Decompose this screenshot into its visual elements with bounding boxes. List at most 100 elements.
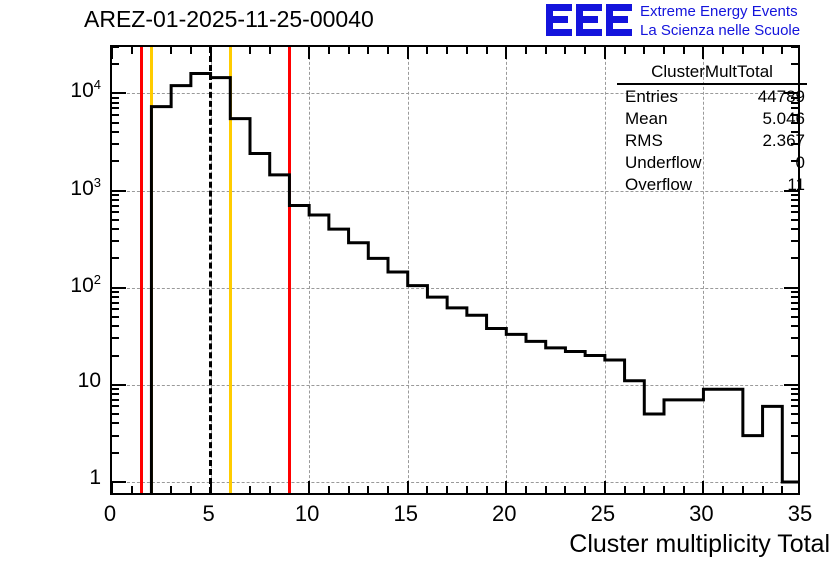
- y-tick: [112, 257, 119, 260]
- x-tick: [112, 47, 113, 59]
- y-tick: [112, 92, 126, 95]
- y-tick: [112, 451, 119, 454]
- y-tick: [112, 101, 119, 104]
- y-tick: [791, 96, 798, 99]
- y-tick: [112, 308, 119, 311]
- x-tick: [268, 47, 271, 54]
- x-tick: [189, 486, 192, 493]
- y-tick: [784, 383, 798, 386]
- y-tick: [112, 131, 119, 133]
- y-tick: [791, 422, 798, 425]
- x-tick: [130, 486, 133, 493]
- x-tick: [525, 47, 527, 54]
- y-tick: [112, 413, 119, 416]
- x-tick: [170, 486, 173, 493]
- y-tick: [784, 286, 798, 289]
- y-tick: [112, 354, 119, 357]
- stats-row-value: 44789: [757, 87, 805, 106]
- x-tick: [682, 486, 685, 493]
- y-tick: [791, 113, 798, 116]
- y-tick: [112, 383, 126, 386]
- x-tick: [426, 486, 429, 493]
- y-tick: [112, 422, 119, 425]
- marker-line-mean-line: [209, 47, 213, 493]
- y-tick: [112, 193, 119, 196]
- y-tick: [791, 398, 798, 401]
- x-tick: [446, 47, 449, 54]
- y-tick: [791, 240, 798, 243]
- y-tick: [791, 413, 798, 416]
- x-tick-label: 25: [590, 501, 616, 526]
- x-tick: [663, 486, 665, 493]
- logo-letter-e-1: [546, 4, 572, 36]
- stats-row-value: 0: [795, 153, 805, 172]
- x-gridline: [506, 47, 508, 493]
- stats-row-key: Entries: [625, 87, 678, 106]
- x-tick: [505, 481, 508, 493]
- x-tick: [308, 481, 311, 493]
- y-tick: [112, 121, 119, 124]
- y-tick: [791, 388, 798, 391]
- x-tick: [249, 47, 251, 54]
- y-tick: [112, 296, 119, 299]
- stats-rows: Entries 44789 Mean 5.046 RMS 2.367 Underflow 0 O…: [617, 86, 807, 196]
- y-tick: [791, 337, 798, 340]
- x-tick: [426, 47, 429, 54]
- stats-row-key: Overflow: [625, 175, 693, 194]
- logo-letter-e-3: [606, 4, 632, 36]
- y-tick: [784, 189, 798, 192]
- x-tick: [544, 47, 547, 54]
- x-tick: [623, 47, 626, 54]
- x-tick: [347, 47, 350, 54]
- x-gridline: [309, 47, 311, 493]
- histogram-curve: [149, 72, 798, 493]
- x-gridline: [407, 47, 409, 493]
- y-tick: [112, 434, 119, 437]
- stats-row-key: Mean: [625, 109, 668, 128]
- x-tick: [643, 47, 646, 54]
- y-tick: [112, 301, 119, 304]
- x-tick: [485, 486, 488, 493]
- y-tick: [791, 218, 798, 221]
- x-tick: [761, 47, 764, 54]
- y-tick: [791, 204, 798, 207]
- y-tick: [112, 480, 126, 483]
- y-tick: [791, 434, 798, 437]
- y-tick: [791, 308, 798, 311]
- stats-row: Mean 5.046: [617, 108, 807, 130]
- y-tick: [791, 211, 798, 214]
- x-tick-label: 5: [202, 501, 215, 526]
- y-tick: [112, 286, 126, 289]
- stats-row: Overflow 11: [617, 174, 807, 196]
- x-tick-label: 20: [492, 501, 517, 526]
- y-tick: [791, 325, 798, 328]
- y-tick: [784, 92, 798, 95]
- x-tick: [663, 47, 665, 54]
- histogram-path: [149, 72, 798, 493]
- logo-letter-e-2: [576, 4, 602, 36]
- y-tick: [791, 301, 798, 304]
- eee-logo: Extreme Energy Events La Scienza nelle S…: [546, 2, 832, 40]
- stats-row: Entries 44789: [617, 86, 807, 108]
- x-tick: [702, 47, 705, 59]
- y-tick: [112, 96, 119, 99]
- x-tick-label: 30: [689, 501, 714, 526]
- y-tick: [791, 121, 798, 124]
- stats-row-key: RMS: [625, 131, 663, 150]
- y-tick: [112, 325, 119, 328]
- x-tick: [623, 486, 626, 493]
- stats-row-value: 11: [787, 175, 805, 194]
- y-tick: [791, 315, 798, 318]
- plot-frame: [110, 45, 800, 495]
- x-axis-title: Cluster multiplicity Total: [569, 530, 830, 558]
- y-tick: [791, 47, 798, 48]
- y-tick: [791, 228, 798, 231]
- y-tick: [791, 160, 798, 163]
- y-tick: [791, 131, 798, 133]
- y-tick: [112, 204, 119, 207]
- x-tick: [387, 47, 389, 54]
- x-tick: [485, 47, 488, 54]
- x-tick: [446, 486, 449, 493]
- y-tick: [112, 291, 119, 294]
- x-tick: [544, 486, 547, 493]
